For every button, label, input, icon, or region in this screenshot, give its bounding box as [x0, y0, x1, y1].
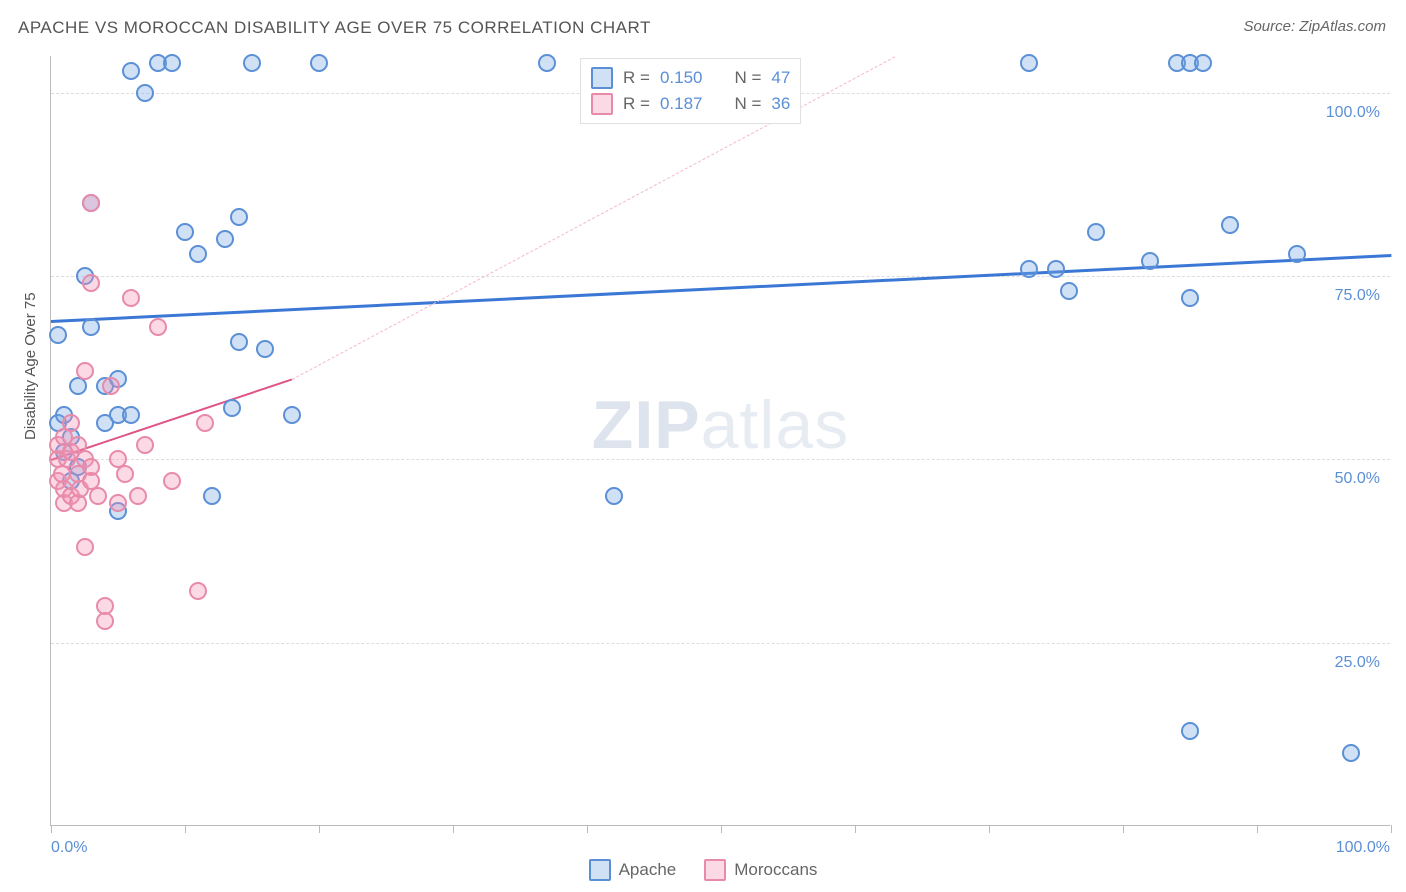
x-tick — [51, 825, 52, 833]
x-tick — [721, 825, 722, 833]
data-point — [122, 62, 140, 80]
data-point — [49, 326, 67, 344]
legend-item: Apache — [589, 859, 677, 881]
data-point — [196, 414, 214, 432]
data-point — [76, 538, 94, 556]
stats-row: R = 0.187 N = 36 — [591, 91, 790, 117]
x-tick — [185, 825, 186, 833]
data-point — [82, 318, 100, 336]
data-point — [1221, 216, 1239, 234]
data-point — [1342, 744, 1360, 762]
y-tick-label: 100.0% — [1326, 104, 1380, 122]
legend-item: Moroccans — [704, 859, 817, 881]
x-tick — [587, 825, 588, 833]
data-point — [216, 230, 234, 248]
data-point — [109, 494, 127, 512]
data-point — [129, 487, 147, 505]
data-point — [116, 465, 134, 483]
data-point — [1288, 245, 1306, 263]
data-point — [256, 340, 274, 358]
x-tick — [989, 825, 990, 833]
source-attribution: Source: ZipAtlas.com — [1243, 18, 1386, 35]
n-value: 36 — [771, 94, 790, 114]
watermark: ZIPatlas — [592, 386, 849, 464]
legend-swatch — [591, 67, 613, 89]
data-point — [163, 54, 181, 72]
data-point — [283, 406, 301, 424]
data-point — [1181, 722, 1199, 740]
data-point — [89, 487, 107, 505]
data-point — [122, 289, 140, 307]
data-point — [176, 223, 194, 241]
y-tick-label: 50.0% — [1335, 470, 1380, 488]
data-point — [1087, 223, 1105, 241]
data-point — [230, 333, 248, 351]
data-point — [243, 54, 261, 72]
series-legend: Apache Moroccans — [0, 859, 1406, 886]
y-tick-label: 25.0% — [1335, 654, 1380, 672]
x-tick — [855, 825, 856, 833]
r-value: 0.150 — [660, 68, 703, 88]
watermark-bold: ZIP — [592, 387, 701, 463]
n-label: N = — [734, 68, 761, 88]
x-tick — [1391, 825, 1392, 833]
data-point — [1020, 260, 1038, 278]
data-point — [230, 208, 248, 226]
data-point — [223, 399, 241, 417]
r-label: R = — [623, 94, 650, 114]
x-tick — [453, 825, 454, 833]
x-label-max: 100.0% — [1336, 839, 1390, 857]
legend-swatch — [704, 859, 726, 881]
legend-label: Moroccans — [734, 860, 817, 880]
data-point — [82, 194, 100, 212]
data-point — [136, 84, 154, 102]
data-point — [1141, 252, 1159, 270]
n-value: 47 — [771, 68, 790, 88]
data-point — [136, 436, 154, 454]
gridline — [51, 643, 1390, 644]
data-point — [62, 414, 80, 432]
data-point — [163, 472, 181, 490]
data-point — [82, 274, 100, 292]
plot-area: ZIPatlas 25.0%50.0%75.0%100.0%0.0%100.0% — [50, 56, 1390, 826]
data-point — [605, 487, 623, 505]
data-point — [203, 487, 221, 505]
r-value: 0.187 — [660, 94, 703, 114]
y-tick-label: 75.0% — [1335, 287, 1380, 305]
n-label: N = — [734, 94, 761, 114]
data-point — [1060, 282, 1078, 300]
stats-legend: R = 0.150 N = 47 R = 0.187 N = 36 — [580, 58, 801, 124]
x-label-min: 0.0% — [51, 839, 87, 857]
watermark-light: atlas — [701, 387, 850, 463]
x-tick — [1123, 825, 1124, 833]
x-tick — [319, 825, 320, 833]
data-point — [1181, 289, 1199, 307]
trend-line — [51, 379, 293, 462]
data-point — [76, 362, 94, 380]
data-point — [1194, 54, 1212, 72]
data-point — [189, 245, 207, 263]
data-point — [189, 582, 207, 600]
stats-row: R = 0.150 N = 47 — [591, 65, 790, 91]
y-axis-title: Disability Age Over 75 — [22, 292, 39, 440]
legend-label: Apache — [619, 860, 677, 880]
data-point — [149, 318, 167, 336]
data-point — [96, 612, 114, 630]
data-point — [1020, 54, 1038, 72]
data-point — [310, 54, 328, 72]
data-point — [102, 377, 120, 395]
legend-swatch — [589, 859, 611, 881]
data-point — [122, 406, 140, 424]
data-point — [538, 54, 556, 72]
gridline — [51, 276, 1390, 277]
legend-swatch — [591, 93, 613, 115]
gridline — [51, 459, 1390, 460]
r-label: R = — [623, 68, 650, 88]
chart-title: APACHE VS MOROCCAN DISABILITY AGE OVER 7… — [18, 18, 651, 38]
data-point — [1047, 260, 1065, 278]
x-tick — [1257, 825, 1258, 833]
